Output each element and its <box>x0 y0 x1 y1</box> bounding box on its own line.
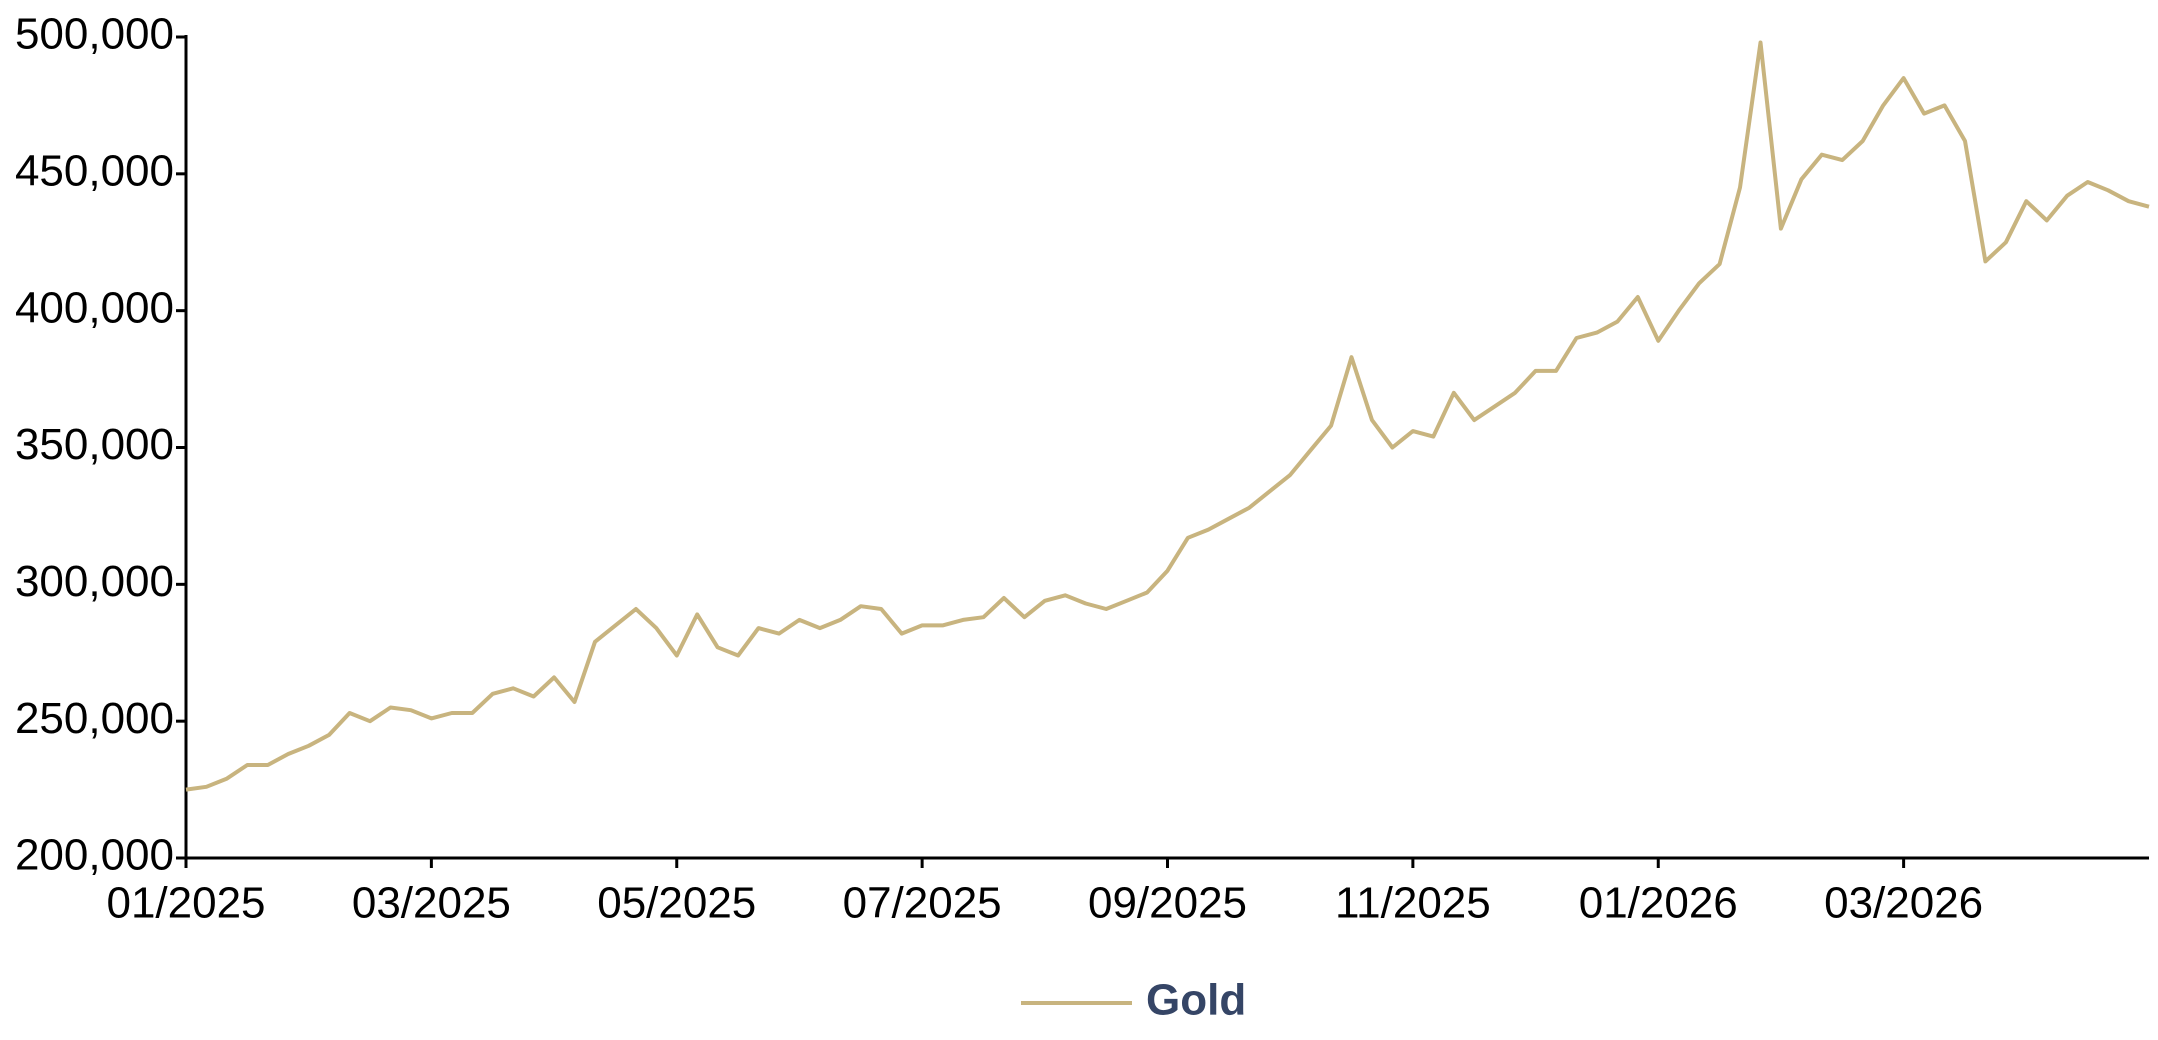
x-tick-label: 01/2025 <box>106 879 265 928</box>
x-tick-label: 07/2025 <box>843 879 1002 928</box>
y-tick-label: 300,000 <box>15 557 174 606</box>
x-tick-label: 03/2026 <box>1824 879 1983 928</box>
legend-label: Gold <box>1146 976 1246 1025</box>
x-tick-label: 03/2025 <box>352 879 511 928</box>
x-tick-label: 11/2025 <box>1335 879 1491 928</box>
y-tick-label: 250,000 <box>15 694 174 743</box>
y-tick-label: 500,000 <box>15 10 174 59</box>
y-tick-label: 450,000 <box>15 146 174 195</box>
gold-line <box>185 40 2150 792</box>
x-tick-label: 09/2025 <box>1088 879 1247 928</box>
x-tick-label: 05/2025 <box>597 879 756 928</box>
y-tick-label: 200,000 <box>15 831 174 880</box>
x-tick-label: 01/2026 <box>1579 879 1738 928</box>
y-tick-label: 400,000 <box>15 283 174 332</box>
y-tick-label: 350,000 <box>15 420 174 469</box>
